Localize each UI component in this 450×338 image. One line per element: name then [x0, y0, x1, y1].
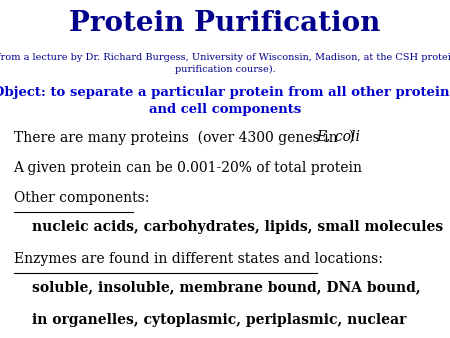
Text: Enzymes are found in different states and locations:: Enzymes are found in different states an… [14, 252, 382, 266]
Text: nucleic acids, carbohydrates, lipids, small molecules: nucleic acids, carbohydrates, lipids, sm… [32, 220, 443, 234]
Text: Protein Purification: Protein Purification [69, 10, 381, 37]
Text: (from a lecture by Dr. Richard Burgess, University of Wisconsin, Madison, at the: (from a lecture by Dr. Richard Burgess, … [0, 52, 450, 74]
Text: Object: to separate a particular protein from all other proteins
and cell compon: Object: to separate a particular protein… [0, 86, 450, 116]
Text: There are many proteins  (over 4300 genes in: There are many proteins (over 4300 genes… [14, 130, 342, 145]
Text: A given protein can be 0.001-20% of total protein: A given protein can be 0.001-20% of tota… [14, 161, 363, 174]
Text: ): ) [348, 130, 353, 144]
Text: soluble, insoluble, membrane bound, DNA bound,: soluble, insoluble, membrane bound, DNA … [32, 281, 420, 294]
Text: Other components:: Other components: [14, 191, 149, 205]
Text: in organelles, cytoplasmic, periplasmic, nuclear: in organelles, cytoplasmic, periplasmic,… [32, 313, 406, 327]
Text: E. coli: E. coli [316, 130, 360, 144]
